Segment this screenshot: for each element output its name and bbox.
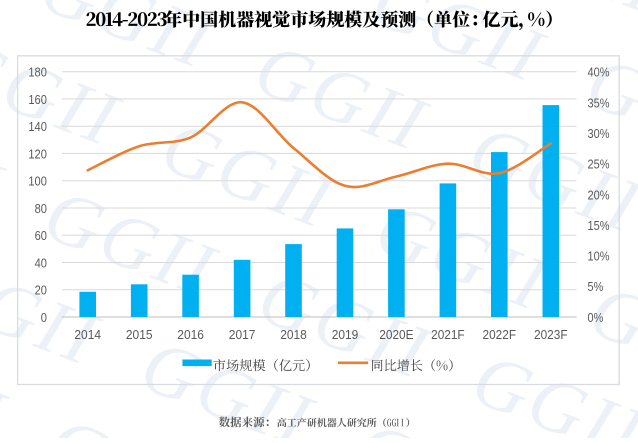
svg-text:2020E: 2020E (379, 327, 413, 342)
svg-text:100: 100 (28, 174, 47, 189)
svg-text:60: 60 (35, 228, 47, 243)
svg-text:35%: 35% (588, 95, 610, 110)
svg-text:15%: 15% (588, 218, 610, 233)
svg-text:140: 140 (28, 119, 47, 134)
svg-text:2014: 2014 (74, 327, 101, 342)
svg-text:2019: 2019 (332, 327, 359, 342)
svg-text:2023F: 2023F (534, 327, 568, 342)
svg-text:0%: 0% (588, 310, 604, 325)
svg-text:40: 40 (35, 255, 47, 270)
svg-text:2016: 2016 (177, 327, 204, 342)
svg-text:40%: 40% (588, 65, 610, 80)
svg-text:2017: 2017 (229, 327, 256, 342)
svg-text:20: 20 (35, 283, 47, 298)
svg-text:2018: 2018 (280, 327, 307, 342)
svg-text:180: 180 (28, 65, 47, 80)
svg-text:2021F: 2021F (431, 327, 465, 342)
svg-text:10%: 10% (588, 249, 610, 264)
svg-text:0: 0 (41, 310, 47, 325)
svg-text:160: 160 (28, 92, 47, 107)
svg-text:5%: 5% (588, 279, 604, 294)
svg-text:25%: 25% (588, 157, 610, 172)
svg-text:20%: 20% (588, 187, 610, 202)
svg-text:2022F: 2022F (483, 327, 517, 342)
svg-text:30%: 30% (588, 126, 610, 141)
svg-text:120: 120 (28, 146, 47, 161)
svg-text:2015: 2015 (126, 327, 153, 342)
svg-text:80: 80 (35, 201, 47, 216)
